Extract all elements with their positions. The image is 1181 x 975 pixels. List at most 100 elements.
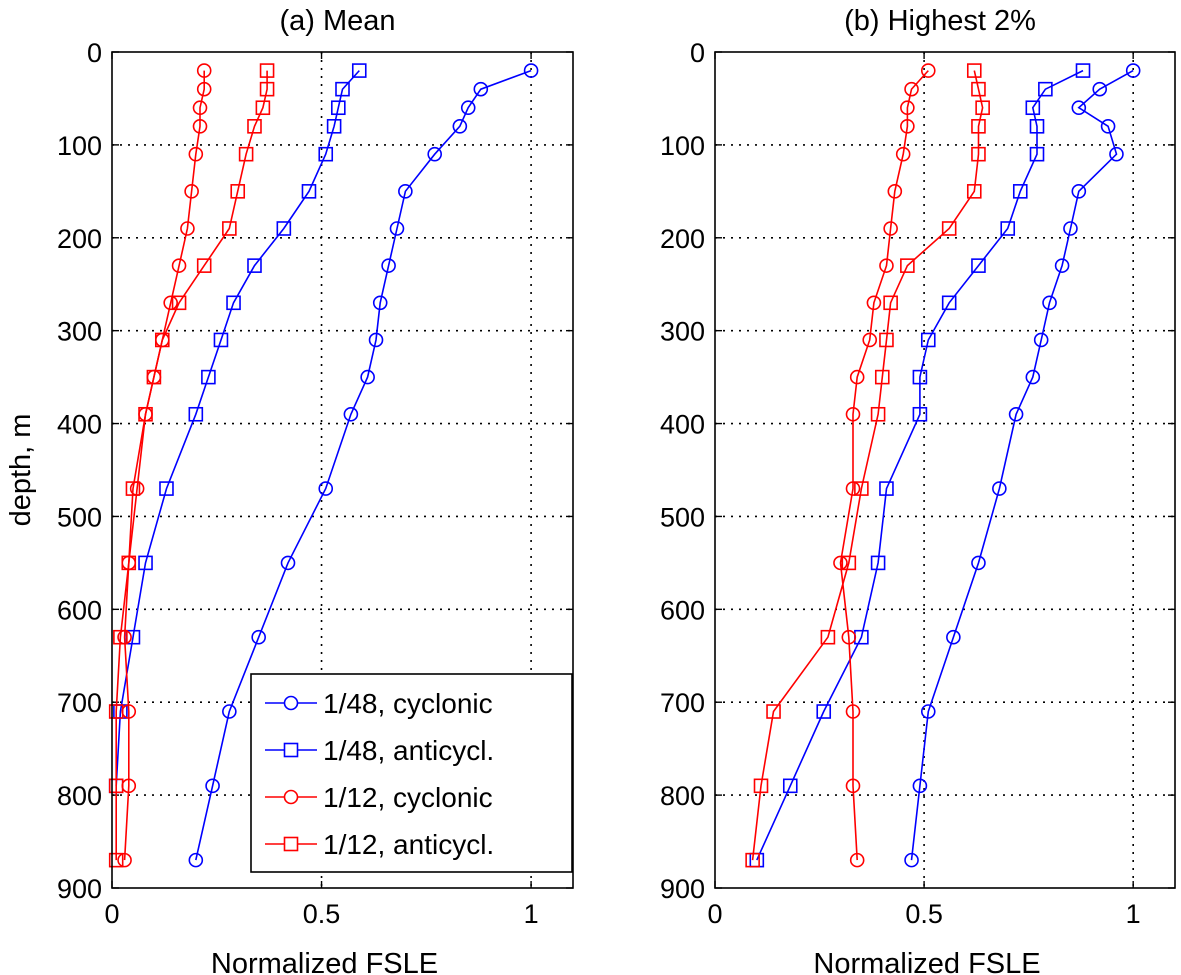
data-point [188, 146, 204, 162]
legend-label: 1/12, cyclonic [323, 782, 493, 813]
legend: 1/48, cyclonic 1/48, anticycl. 1/12, cyclo… [250, 673, 573, 873]
plot-area [715, 52, 1175, 888]
data-point [154, 332, 170, 348]
series-1 [904, 63, 1141, 868]
chart-title: (a) Mean [279, 5, 395, 37]
data-point [920, 704, 936, 719]
data-point [1000, 221, 1016, 236]
data-point [1029, 146, 1045, 162]
data-point [427, 146, 443, 162]
data-point [782, 778, 798, 794]
y-tick-label: 400 [660, 410, 705, 440]
data-point [1054, 258, 1070, 273]
data-point [188, 406, 204, 422]
data-point [900, 258, 915, 273]
data-point [1092, 81, 1108, 97]
data-point [205, 778, 220, 794]
data-point [920, 63, 936, 78]
data-point [766, 704, 781, 719]
data-point [816, 704, 832, 719]
data-point [971, 81, 986, 97]
data-point [912, 778, 928, 794]
series-line [756, 69, 1084, 861]
data-point [841, 629, 857, 645]
data-point [1012, 184, 1028, 199]
data-point [1125, 63, 1141, 78]
data-point [904, 81, 919, 97]
data-point [900, 100, 915, 116]
data-point [255, 100, 271, 116]
data-point [125, 481, 141, 496]
data-point [171, 295, 187, 311]
series-line [195, 69, 532, 861]
chart-panel-2: 0 0.5 1 0 100 200 300 400 500 600 700 800 900 (b) Hig… [660, 5, 1176, 975]
data-point [113, 629, 128, 645]
data-point [1033, 332, 1049, 348]
data-point [259, 63, 275, 78]
x-tick-label: 1 [1126, 899, 1141, 929]
series-4 [745, 63, 990, 868]
data-point [870, 406, 886, 422]
data-point [1063, 221, 1078, 236]
data-point [138, 406, 153, 422]
data-point [845, 704, 861, 719]
y-tick-label: 500 [57, 502, 102, 532]
data-point [971, 555, 986, 571]
data-point [230, 184, 246, 199]
data-point [874, 369, 890, 385]
y-tick-label: 800 [57, 781, 102, 811]
x-tick-label: 0.5 [303, 899, 341, 929]
data-point [280, 555, 296, 571]
data-point [1071, 100, 1087, 116]
data-point [1071, 184, 1087, 199]
data-point [1109, 146, 1124, 162]
data-point [108, 778, 124, 794]
x-axis-label: Normalized FSLE [211, 948, 438, 975]
data-point [883, 295, 898, 311]
data-point [1075, 63, 1091, 78]
data-point [1042, 295, 1057, 311]
legend-box [250, 673, 573, 873]
data-point [163, 295, 178, 311]
data-point [138, 555, 153, 571]
data-point [971, 258, 986, 273]
x-tick-label: 1 [524, 899, 539, 929]
series-line [115, 70, 268, 861]
legend-label: 1/12, anticycl. [323, 829, 494, 860]
data-point [238, 146, 254, 162]
data-point [460, 100, 476, 116]
data-point [870, 555, 886, 571]
y-tick-label: 300 [660, 317, 705, 347]
y-tick-label: 900 [57, 874, 102, 904]
x-tick-label: 0.5 [905, 899, 943, 929]
series-1 [188, 63, 539, 868]
data-point [259, 81, 275, 97]
data-point [351, 63, 367, 78]
data-point [849, 369, 865, 385]
y-tick-label: 800 [660, 781, 705, 811]
data-point [213, 332, 229, 348]
data-point [146, 369, 162, 385]
legend-label: 1/48, cyclonic [323, 688, 493, 719]
data-point [849, 852, 865, 868]
legend-marker [283, 695, 299, 711]
data-point [276, 221, 292, 236]
y-tick-label: 0 [87, 38, 102, 68]
data-point [360, 369, 375, 385]
data-point [900, 119, 915, 134]
data-point [912, 369, 928, 385]
data-point [841, 555, 857, 571]
data-point [368, 332, 384, 348]
data-point [121, 555, 137, 571]
data-point [184, 184, 199, 199]
data-point [895, 146, 911, 162]
plot-frame [714, 51, 1176, 889]
data-point [389, 221, 405, 236]
series-3 [833, 63, 936, 868]
data-point [335, 81, 350, 97]
y-tick-label: 900 [660, 874, 705, 904]
data-point [117, 852, 132, 868]
series-2 [108, 63, 367, 794]
data-point [845, 406, 861, 422]
data-point [845, 481, 861, 496]
